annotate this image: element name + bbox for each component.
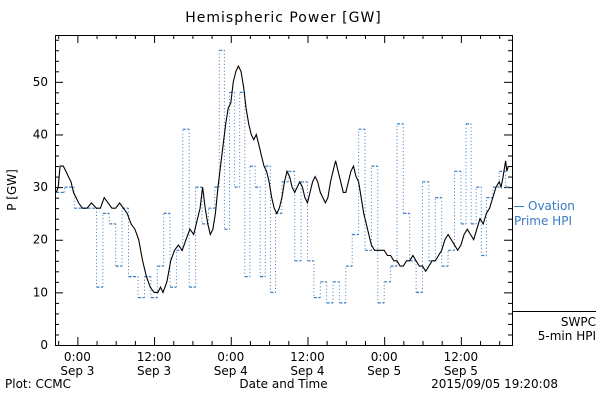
ovation-line-swatch [514,206,524,207]
legend-ovation: Ovation Prime HPI [514,199,575,229]
x-tick-time: 0:00 [64,350,91,364]
x-tick-date: Sep 5 [367,364,401,378]
legend-swpc-label2: 5-min HPI [537,329,596,343]
y-tick-label: 40 [33,127,48,141]
legend-swpc-label1: SWPC [560,315,596,329]
y-tick-label: 50 [33,75,48,89]
legend-swpc: SWPC 5-min HPI [512,311,596,343]
timestamp: 2015/09/05 19:20:08 [431,377,558,391]
legend-ovation-label2: Prime HPI [514,214,572,228]
axes [55,35,513,346]
y-tick-label: 0 [40,338,48,352]
legend-ovation-label1: Ovation [528,199,575,213]
x-tick-date: Sep 5 [444,364,478,378]
legend-ovation-row: Ovation [514,199,575,214]
y-tick-label: 30 [33,180,48,194]
plot-frame [55,35,513,346]
x-tick-time: 0:00 [217,350,244,364]
x-tick-date: Sep 3 [137,364,171,378]
plot-credit: Plot: CCMC [5,377,71,391]
series-swpc-5min-hpi [55,64,509,294]
x-tick-date: Sep 4 [214,364,248,378]
y-axis-title: P [GW] [5,169,19,211]
x-axis-title: Date and Time [239,377,328,391]
series-ovation-prime-hpi-levels [56,49,511,304]
x-tick-time: 0:00 [371,350,398,364]
x-tick-time: 12:00 [444,350,479,364]
chart-title: Hemispheric Power [GW] [185,10,382,26]
x-tick-time: 12:00 [137,350,172,364]
x-tick-date: Sep 3 [60,364,94,378]
x-tick-time: 12:00 [290,350,325,364]
x-tick-date: Sep 4 [290,364,324,378]
y-tick-label: 10 [33,285,48,299]
series-ovation-prime-hpi-connectors [64,50,507,303]
y-tick-label: 20 [33,233,48,247]
